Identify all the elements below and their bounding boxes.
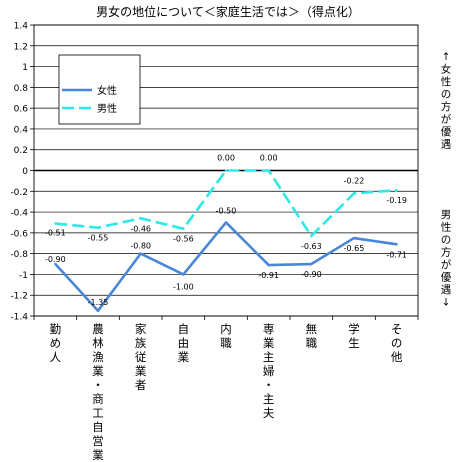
male-data-label: -0.56 bbox=[173, 235, 194, 244]
x-tick-label-char: 業 bbox=[263, 336, 275, 350]
data-point bbox=[224, 169, 228, 172]
male-data-label: -0.22 bbox=[344, 176, 365, 185]
y-tick-label: 0.6 bbox=[14, 105, 29, 115]
x-tick-label-char: 業 bbox=[92, 448, 104, 462]
y-tick-label: -1.2 bbox=[10, 292, 28, 302]
legend-label-male: 男性 bbox=[97, 102, 117, 115]
y-tick-label: 1.2 bbox=[14, 42, 28, 52]
x-tick-label-char: 営 bbox=[92, 434, 104, 448]
x-tick-label-char: 林 bbox=[92, 336, 104, 350]
y-tick-label: 1.4 bbox=[14, 22, 29, 32]
x-tick-label-char: 職 bbox=[220, 336, 232, 350]
female-data-label: -0.90 bbox=[45, 255, 66, 264]
x-tick-label-char: 他 bbox=[391, 350, 403, 364]
chart-title: 男女の地位について＜家庭生活では＞（得点化） bbox=[96, 4, 360, 19]
y-tick-label: 0.2 bbox=[14, 146, 28, 156]
data-point bbox=[352, 236, 356, 240]
x-tick-label-char: 由 bbox=[178, 336, 190, 350]
male-data-label: -0.19 bbox=[386, 196, 407, 205]
data-point bbox=[310, 234, 313, 238]
y-tick-label: 0 bbox=[22, 167, 28, 177]
data-point bbox=[96, 309, 100, 313]
x-tick-label-char: 無 bbox=[306, 322, 318, 336]
y-tick-label: 1 bbox=[22, 63, 28, 73]
series-line-male bbox=[55, 169, 397, 238]
x-tick-label-char: 漁 bbox=[92, 350, 104, 364]
x-tick-label-char: 学 bbox=[348, 322, 360, 336]
x-tick-label-char: 従 bbox=[135, 350, 147, 364]
data-point bbox=[310, 262, 313, 266]
x-tick-label-char: 商 bbox=[92, 392, 104, 406]
female-data-label: -0.80 bbox=[130, 242, 151, 251]
data-point bbox=[54, 222, 57, 225]
y-tick-label: -0.4 bbox=[10, 209, 28, 219]
x-tick-label-char: そ bbox=[391, 322, 403, 336]
male-data-label: 0.00 bbox=[260, 154, 278, 163]
annotation-male-favored: 男性の方が優遇↓ bbox=[441, 209, 452, 309]
y-tick-label: -1.4 bbox=[10, 313, 28, 323]
male-data-label: -0.46 bbox=[130, 224, 151, 233]
x-tick-label-char: 主 bbox=[263, 392, 275, 406]
y-tick-label: -0.2 bbox=[10, 188, 28, 198]
y-tick-label: -0.8 bbox=[10, 250, 28, 260]
female-data-label: -0.50 bbox=[216, 206, 237, 215]
plot-area bbox=[33, 24, 419, 317]
x-tick-label-char: 家 bbox=[135, 322, 147, 336]
data-point bbox=[182, 273, 185, 276]
data-point bbox=[224, 221, 228, 224]
data-point bbox=[96, 226, 100, 229]
male-data-label: -0.63 bbox=[301, 242, 322, 251]
female-data-label: -0.65 bbox=[344, 244, 365, 253]
x-tick-label-char: 勤 bbox=[50, 322, 62, 336]
legend-label-female: 女性 bbox=[97, 84, 117, 97]
data-point bbox=[395, 243, 398, 246]
x-tick-label-char: 業 bbox=[135, 364, 147, 378]
y-tick-label: 0.4 bbox=[14, 125, 29, 135]
x-tick-label-char: 人 bbox=[50, 350, 62, 364]
x-tick-label-char: 生 bbox=[348, 336, 360, 350]
y-tick-label: 0.8 bbox=[14, 84, 29, 94]
x-tick-label-char: 夫 bbox=[263, 406, 275, 420]
data-point bbox=[139, 252, 142, 255]
x-tick-label-char: 主 bbox=[263, 350, 275, 364]
male-data-label: -0.55 bbox=[88, 234, 109, 243]
x-tick-label-char: 自 bbox=[92, 420, 104, 434]
data-point bbox=[54, 262, 57, 266]
x-tick-label-char: め bbox=[50, 336, 62, 350]
annotation-female-favored: ↑女性の方が優遇 bbox=[441, 51, 452, 151]
female-data-label: -1.35 bbox=[88, 298, 109, 307]
x-tick-label-char: 業 bbox=[92, 364, 104, 378]
data-point bbox=[182, 227, 185, 230]
data-point bbox=[395, 189, 398, 192]
data-point bbox=[267, 169, 270, 172]
x-tick-label-char: 専 bbox=[263, 322, 275, 336]
x-tick-label-char: 族 bbox=[135, 336, 147, 350]
data-point bbox=[139, 217, 142, 220]
data-point bbox=[352, 192, 356, 195]
x-tick-label-char: 婦 bbox=[263, 364, 275, 378]
male-data-label: -0.51 bbox=[45, 229, 66, 238]
data-point bbox=[267, 263, 270, 267]
x-tick-label-char: ・ bbox=[92, 378, 104, 392]
y-tick-label: -1 bbox=[19, 271, 28, 281]
female-data-label: -0.91 bbox=[258, 271, 279, 280]
x-tick-label-char: ・ bbox=[263, 378, 275, 392]
y-tick-label: -0.6 bbox=[10, 229, 28, 239]
x-tick-label-char: 工 bbox=[92, 406, 104, 420]
x-tick-label-char: 内 bbox=[220, 322, 232, 336]
x-tick-label-char: 業 bbox=[178, 350, 190, 364]
female-data-label: -1.00 bbox=[173, 282, 194, 291]
x-tick-label-char: 職 bbox=[306, 336, 318, 350]
x-tick-label-char: 農 bbox=[92, 322, 104, 336]
x-tick-label-char: の bbox=[391, 336, 403, 350]
x-tick-label-char: 者 bbox=[135, 378, 147, 392]
female-data-label: -0.90 bbox=[301, 270, 322, 279]
x-tick-label-char: 自 bbox=[178, 322, 190, 336]
male-data-label: 0.00 bbox=[217, 154, 235, 163]
female-data-label: -0.71 bbox=[386, 250, 407, 259]
